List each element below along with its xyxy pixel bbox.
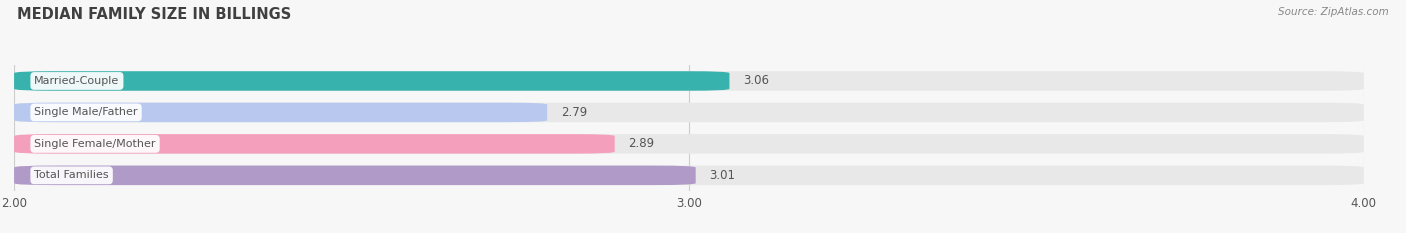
FancyBboxPatch shape [14, 71, 730, 91]
Text: Source: ZipAtlas.com: Source: ZipAtlas.com [1278, 7, 1389, 17]
Text: 2.89: 2.89 [628, 137, 654, 150]
Text: 2.79: 2.79 [561, 106, 586, 119]
FancyBboxPatch shape [14, 71, 1364, 91]
Text: Single Male/Father: Single Male/Father [34, 107, 138, 117]
Text: Total Families: Total Families [34, 170, 108, 180]
Text: 3.06: 3.06 [742, 75, 769, 87]
Text: 3.01: 3.01 [709, 169, 735, 182]
FancyBboxPatch shape [14, 134, 1364, 154]
FancyBboxPatch shape [14, 166, 696, 185]
FancyBboxPatch shape [14, 166, 1364, 185]
Text: Single Female/Mother: Single Female/Mother [34, 139, 156, 149]
Text: Married-Couple: Married-Couple [34, 76, 120, 86]
Text: MEDIAN FAMILY SIZE IN BILLINGS: MEDIAN FAMILY SIZE IN BILLINGS [17, 7, 291, 22]
FancyBboxPatch shape [14, 134, 614, 154]
FancyBboxPatch shape [14, 103, 547, 122]
FancyBboxPatch shape [14, 103, 1364, 122]
